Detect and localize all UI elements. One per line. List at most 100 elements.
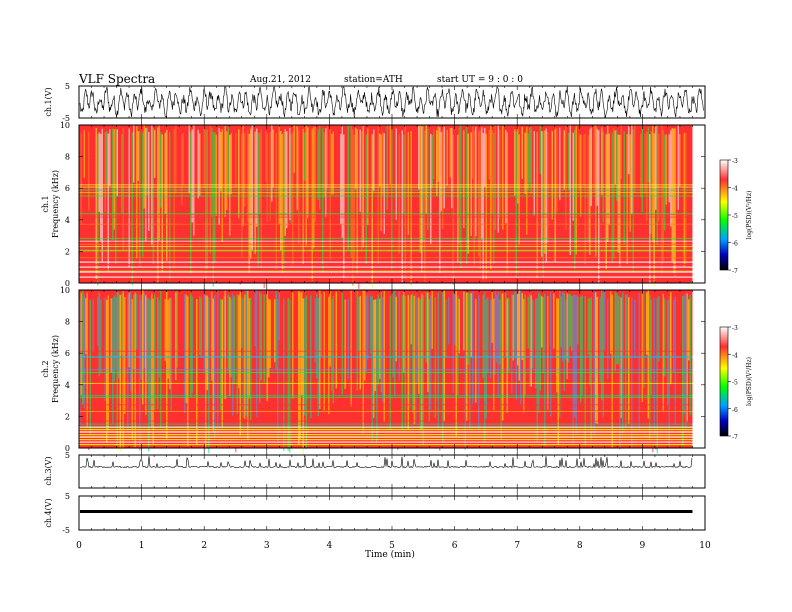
ch2-spectrogram-streak xyxy=(266,290,268,402)
ch2-spectrogram-streak xyxy=(596,296,598,425)
ch1-spectrogram-streak xyxy=(521,126,523,179)
ch1-spectrogram-streak xyxy=(421,126,423,272)
ch1-spectrogram-streak xyxy=(659,132,661,184)
ch1-spectrogram-streak xyxy=(206,129,208,269)
ch1-spectrogram-streak xyxy=(289,127,291,221)
ch1-spectrogram-streak xyxy=(181,133,183,206)
ch1-spectrogram-streak xyxy=(178,126,180,235)
ch1-spectrogram-streak xyxy=(268,134,270,215)
ch2-spectrogram-streak xyxy=(532,299,534,369)
ch2-spectrogram-streak xyxy=(677,291,679,417)
ch2-spectrogram-streak xyxy=(146,297,148,384)
ch1-spectrogram-streak xyxy=(560,126,562,274)
ch1-spectrogram-streak xyxy=(485,133,487,280)
ch1-spectrogram-streak xyxy=(391,130,393,271)
ch2-spectrogram-ytick-label: 8 xyxy=(65,318,70,327)
ch2-spectrogram-streak xyxy=(118,292,120,379)
ch1-spectrogram-streak xyxy=(497,125,499,233)
ch2-spectrogram-streak xyxy=(92,299,94,352)
ch2-spectrogram-streak xyxy=(292,292,294,399)
ch2-spectrogram-streak xyxy=(175,292,177,381)
ch1-colorbar-tick-label: -6 xyxy=(732,241,738,248)
ch2-spectrogram-streak xyxy=(484,292,486,441)
ch2-spectrogram-streak xyxy=(328,296,330,415)
ch2-spectrogram-streak xyxy=(413,295,415,425)
ch2-spectrogram-streak xyxy=(217,291,219,434)
ch2-spectrogram-streak xyxy=(548,299,550,366)
ch1-spectrogram-streak xyxy=(241,133,243,258)
xtick-label: 10 xyxy=(699,541,711,551)
ch1-spectrogram-streak xyxy=(161,134,163,273)
ch1-spectrogram-streak xyxy=(446,129,448,186)
ch2-spectrogram-streak xyxy=(203,293,205,372)
ch1-spectrogram-streak xyxy=(626,134,628,265)
ch1-spectrogram-streak xyxy=(194,128,196,228)
ch1-spectrogram-streak xyxy=(88,131,90,211)
ch2-spectrogram-streak xyxy=(565,299,567,361)
ch2-spectrogram-streak xyxy=(163,296,165,387)
ch1-spectrogram-ytick-label: 10 xyxy=(60,121,70,130)
ch2-spectrogram-streak xyxy=(89,299,91,434)
ch1-spectrogram-streak xyxy=(565,126,567,230)
ch2-spectrogram-streak xyxy=(154,294,156,410)
ch1-spectrogram-streak xyxy=(478,131,480,257)
ch1-spectrogram-streak xyxy=(538,133,540,269)
ch2-spectrogram-streak xyxy=(124,296,126,415)
ch1-colorbar-tick-label: -7 xyxy=(732,268,738,275)
ch2-spectrogram-streak xyxy=(598,292,600,394)
ch1-spectrogram-streak xyxy=(511,134,513,273)
ch2-spectrogram-streak xyxy=(149,299,151,425)
ch1-spectrogram-streak xyxy=(647,127,649,183)
ch1-spectrogram-streak xyxy=(611,132,613,262)
ch2-spectrogram-streak xyxy=(311,295,313,393)
ch1-spectrogram-streak xyxy=(527,133,529,191)
ch2-spectrogram-streak xyxy=(605,299,607,399)
ch1-spectrogram-streak xyxy=(641,126,643,213)
ch2-spectrogram-streak xyxy=(476,291,478,427)
ch1-spectrogram-streak xyxy=(536,132,538,279)
ch2-spectrogram-streak xyxy=(325,296,327,414)
ch1-spectrogram-band xyxy=(79,223,693,225)
ch2-spectrogram-lowfreq-band xyxy=(79,444,693,446)
ch2-spectrogram-streak xyxy=(299,292,301,440)
ch1-spectrogram-streak xyxy=(85,125,87,215)
ch1-spectrogram-streak xyxy=(217,126,219,235)
ch2-spectrogram-streak xyxy=(380,291,382,393)
ch1-spectrogram-streak xyxy=(280,131,282,251)
ch1-spectrogram-streak xyxy=(689,126,691,253)
ch1-spectrogram-streak xyxy=(203,125,205,188)
ch1-spectrogram-streak xyxy=(401,130,403,282)
ch1-spectrogram-streak xyxy=(649,134,651,287)
ch2-spectrogram-streak xyxy=(272,296,274,427)
ch1-spectrogram-streak xyxy=(568,132,570,190)
ch1-spectrogram-streak xyxy=(494,125,496,230)
ch2-spectrogram-streak xyxy=(530,295,532,387)
ch2-spectrogram-streak xyxy=(656,298,658,454)
ch1-spectrogram-streak xyxy=(482,132,484,281)
ch1-spectrogram-streak xyxy=(115,129,117,265)
ch2-spectrogram-streak xyxy=(607,298,609,379)
ch1-spectrogram-streak xyxy=(437,126,439,183)
ch2-spectrogram-ylabel-frequency: Frequency (kHz) xyxy=(51,335,60,403)
ch2-spectrogram-streak xyxy=(85,297,87,354)
ch1-spectrogram-streak xyxy=(205,130,207,281)
ch1-spectrogram-streak xyxy=(353,134,355,262)
ch2-spectrogram-streak xyxy=(142,290,144,405)
ch1-spectrogram-streak xyxy=(359,129,361,212)
ch2-spectrogram-streak xyxy=(187,296,189,447)
ch2-spectrogram-streak xyxy=(509,291,511,405)
ch1-spectrogram-streak xyxy=(430,133,432,244)
ch1-spectrogram-streak xyxy=(149,130,151,194)
ch1-spectrogram-band xyxy=(79,216,693,218)
ch1-spectrogram-streak xyxy=(680,133,682,232)
ch1-spectrogram-streak xyxy=(253,132,255,258)
ch2-spectrogram-streak xyxy=(424,293,426,390)
ch2-spectrogram-streak xyxy=(557,298,559,445)
ch2-spectrogram-streak xyxy=(395,296,397,362)
ch2-spectrogram-streak xyxy=(416,298,418,384)
ch2-spectrogram-streak xyxy=(199,296,201,355)
ch1-spectrogram-ylabel-channel: ch.1 xyxy=(41,195,50,212)
ch1-spectrogram-ytick-label: 8 xyxy=(65,153,70,162)
ch1-spectrogram-streak xyxy=(580,134,582,217)
ch1-spectrogram-streak xyxy=(238,129,240,219)
